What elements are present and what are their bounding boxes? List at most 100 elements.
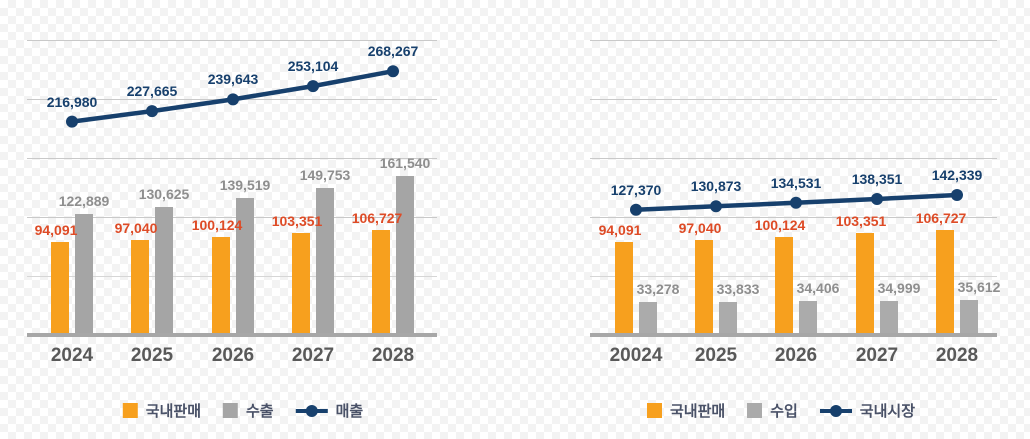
data-point-marker [630, 203, 642, 216]
secondary-value-label: 33,833 [716, 280, 760, 297]
year-label: 2028 [935, 345, 979, 366]
x-axis-line [590, 333, 997, 337]
gray-square-icon [222, 403, 238, 418]
gridline [27, 217, 437, 218]
secondary-value-label: 149,753 [299, 166, 351, 183]
domestic-sales-value-label: 103,351 [271, 213, 323, 230]
gridline [590, 158, 997, 159]
secondary-value-label: 35,612 [957, 278, 1001, 295]
trend-value-label: 142,339 [931, 167, 983, 184]
trend-value-label: 268,267 [367, 43, 419, 60]
legend-label: 수입 [770, 403, 798, 420]
year-label: 2027 [855, 345, 899, 366]
trend-value-label: 227,665 [126, 83, 178, 100]
data-point-marker [307, 80, 319, 93]
data-point-marker [871, 192, 883, 205]
year-label: 2026 [211, 345, 255, 366]
orange-square-icon [122, 403, 138, 418]
gridline [590, 276, 997, 277]
legend: 국내판매 수입 국내시장 [646, 400, 916, 421]
x-axis-line [27, 333, 437, 337]
legend-label: 국내시장 [859, 403, 916, 420]
year-label: 2028 [371, 345, 415, 366]
domestic-sales-bar [936, 230, 954, 335]
domestic-sales-value-label: 97,040 [678, 219, 722, 236]
year-label: 2024 [50, 345, 94, 366]
data-point-marker [790, 196, 802, 209]
year-label: 2027 [291, 345, 335, 366]
secondary-bar [396, 176, 414, 335]
gridline [27, 40, 437, 41]
secondary-bar [880, 300, 898, 335]
legend-item-secondary: 수입 [747, 400, 798, 421]
domestic-sales-value-label: 100,124 [191, 216, 243, 233]
secondary-bar [155, 206, 173, 335]
trend-line [635, 192, 958, 213]
secondary-bar [316, 187, 334, 335]
domestic-sales-value-label: 94,091 [598, 222, 642, 239]
data-point-marker [66, 115, 78, 128]
legend-item-line: 국내시장 [819, 400, 916, 421]
domestic-sales-bar [131, 239, 149, 335]
legend-item-domestic-sales: 국내판매 [646, 400, 726, 421]
legend-label: 국내판매 [669, 403, 726, 420]
orange-square-icon [646, 403, 662, 418]
line-marker-icon [295, 403, 328, 418]
line-marker-icon [819, 403, 852, 418]
gridline [590, 217, 997, 218]
domestic-sales-bar [695, 239, 713, 335]
trend-value-label: 216,980 [46, 93, 98, 110]
domestic-sales-bar [292, 233, 310, 335]
year-label: 2025 [694, 345, 738, 366]
line-dot [305, 405, 318, 417]
domestic-sales-value-label: 106,727 [915, 210, 967, 227]
gridline [27, 276, 437, 277]
trend-value-label: 127,370 [610, 181, 662, 198]
year-label: 2025 [130, 345, 174, 366]
data-point-marker [710, 200, 722, 213]
secondary-value-label: 161,540 [379, 155, 431, 172]
secondary-bar [639, 302, 657, 335]
trend-value-label: 130,873 [690, 178, 742, 195]
legend-label: 매출 [335, 403, 364, 420]
domestic-sales-value-label: 97,040 [114, 219, 158, 236]
secondary-value-label: 34,406 [796, 280, 840, 297]
domestic-sales-value-label: 106,727 [351, 210, 403, 227]
gridline [27, 158, 437, 159]
secondary-bar [799, 301, 817, 335]
legend-item-domestic-sales: 국내판매 [122, 400, 201, 421]
secondary-bar [236, 197, 254, 335]
domestic-sales-bar [775, 236, 793, 335]
year-label: 20024 [609, 345, 663, 366]
data-point-marker [951, 189, 963, 202]
secondary-value-label: 33,278 [636, 281, 680, 298]
gridline [590, 99, 997, 100]
domestic-sales-bar [51, 242, 69, 335]
domestic-sales-bar [212, 236, 230, 335]
legend-item-secondary: 수출 [222, 400, 274, 421]
domestic-sales-value-label: 103,351 [835, 213, 887, 230]
secondary-bar [719, 301, 737, 335]
secondary-value-label: 139,519 [219, 176, 271, 193]
domestic-sales-bar [372, 230, 390, 335]
secondary-value-label: 34,999 [877, 279, 921, 296]
secondary-value-label: 122,889 [58, 193, 110, 210]
trend-value-label: 239,643 [207, 71, 259, 88]
legend: 국내판매 수출 매출 [122, 400, 364, 421]
trend-value-label: 253,104 [287, 58, 339, 75]
secondary-bar [960, 299, 978, 335]
data-point-marker [387, 65, 399, 78]
secondary-value-label: 130,625 [138, 185, 190, 202]
line-dot [829, 405, 842, 417]
domestic-sales-bar [615, 242, 633, 335]
domestic-sales-value-label: 100,124 [754, 216, 806, 233]
trend-value-label: 138,351 [851, 170, 903, 187]
domestic-sales-bar [856, 233, 874, 335]
domestic-sales-value-label: 94,091 [34, 222, 78, 239]
gray-square-icon [747, 403, 763, 418]
legend-item-line: 매출 [295, 400, 364, 421]
secondary-bar [75, 214, 93, 335]
trend-value-label: 134,531 [770, 174, 822, 191]
legend-label: 국내판매 [145, 403, 201, 420]
